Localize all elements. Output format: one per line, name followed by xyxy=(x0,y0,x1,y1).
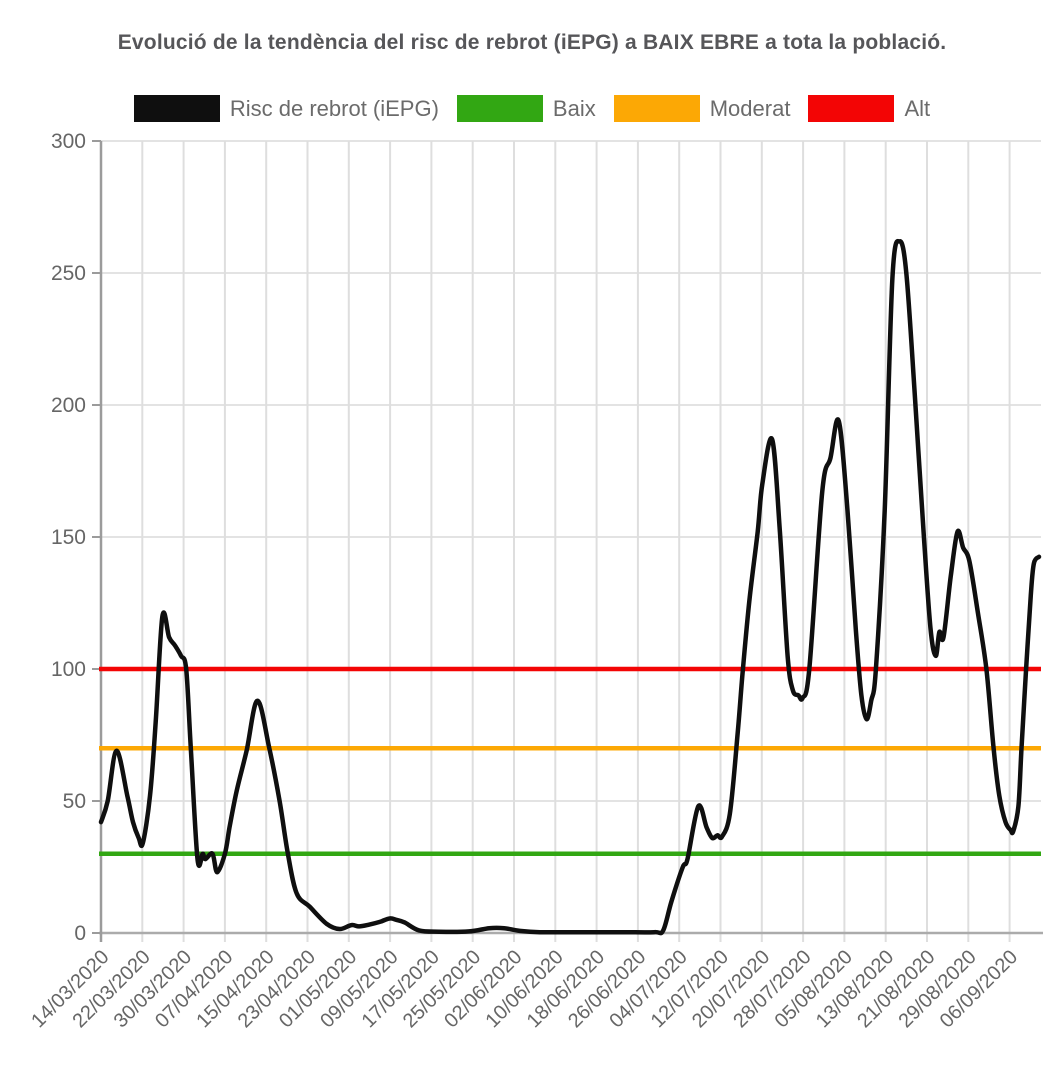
y-axis-label: 200 xyxy=(51,394,86,417)
y-axis-label: 300 xyxy=(51,130,86,153)
legend-item-alt: Alt xyxy=(808,95,930,122)
legend-swatch-risc xyxy=(133,95,220,122)
y-axis-label: 150 xyxy=(51,526,86,549)
chart-legend: Risc de rebrot (iEPG) Baix Moderat Alt xyxy=(0,95,1064,122)
y-axis-label: 100 xyxy=(51,658,86,681)
y-axis-label: 50 xyxy=(63,790,86,813)
y-axis-label: 250 xyxy=(51,262,86,285)
legend-swatch-alt xyxy=(808,95,895,122)
legend-item-baix: Baix xyxy=(456,95,596,122)
series-line-iepg xyxy=(98,238,1042,936)
legend-label-baix: Baix xyxy=(552,96,596,121)
legend-item-risc: Risc de rebrot (iEPG) xyxy=(133,95,439,122)
legend-item-moderat: Moderat xyxy=(613,95,791,122)
legend-label-moderat: Moderat xyxy=(709,96,791,121)
legend-label-risc: Risc de rebrot (iEPG) xyxy=(229,96,439,121)
legend-swatch-baix xyxy=(456,95,543,122)
chart-title: Evolució de la tendència del risc de reb… xyxy=(117,31,947,54)
legend-label-alt: Alt xyxy=(904,96,931,121)
legend-swatch-moderat xyxy=(613,95,700,122)
y-axis-label: 0 xyxy=(74,922,86,945)
